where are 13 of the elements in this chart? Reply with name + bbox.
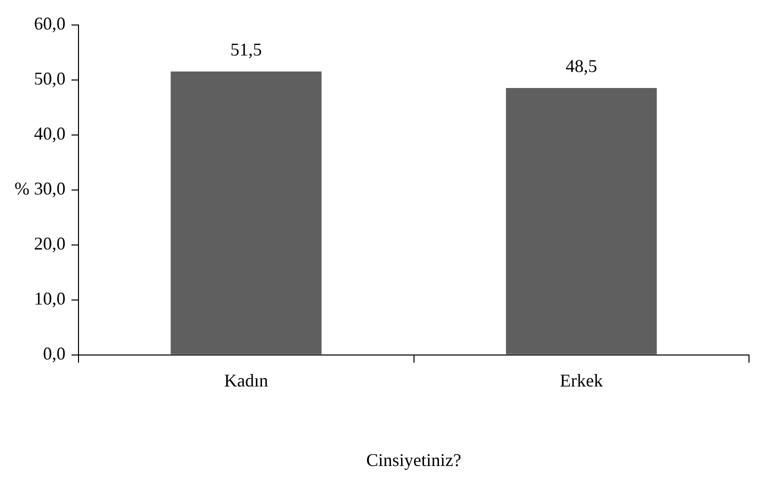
- y-tick-label: 0,0: [43, 344, 66, 364]
- y-tick-label: 20,0: [34, 234, 66, 254]
- data-label: 51,5: [230, 39, 262, 60]
- x-tick-label: Kadın: [224, 370, 268, 390]
- y-axis-title: %: [14, 178, 30, 199]
- y-tick-label: 10,0: [34, 288, 66, 309]
- data-label: 48,5: [566, 56, 598, 76]
- y-tick-label: 60,0: [34, 14, 66, 34]
- x-axis-title: Cinsiyetiniz?: [366, 450, 462, 470]
- y-tick-label: 30,0: [34, 178, 66, 199]
- x-tick-label: Erkek: [560, 370, 603, 390]
- y-tick-label: 40,0: [34, 124, 66, 144]
- y-tick-label: 50,0: [34, 68, 66, 89]
